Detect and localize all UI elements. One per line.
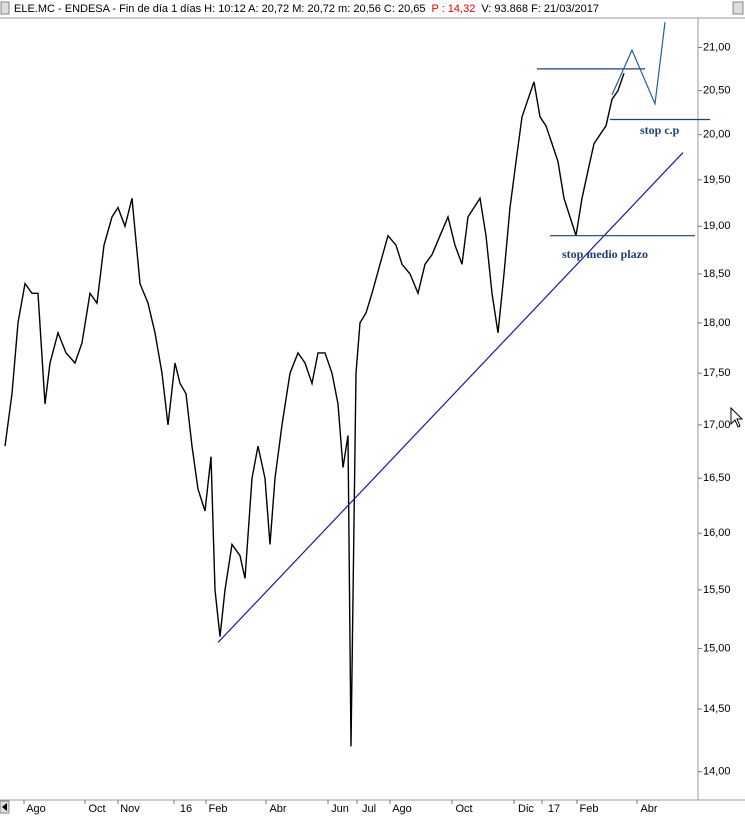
trend-line bbox=[611, 22, 666, 106]
trend-line bbox=[217, 152, 684, 643]
y-tick-label: 14,00 bbox=[703, 766, 731, 778]
annotation: stop medio plazo bbox=[562, 247, 648, 261]
y-tick-label: 18,50 bbox=[703, 268, 731, 280]
annotation: stop c.p bbox=[640, 123, 680, 137]
header: ELE.MC - ENDESA - Fin de día 1 días H: 1… bbox=[14, 3, 599, 15]
y-tick-label: 14,50 bbox=[703, 703, 731, 715]
y-tick-label: 21,00 bbox=[703, 41, 731, 53]
x-tick-label: Abr bbox=[269, 803, 286, 815]
y-tick-label: 19,50 bbox=[703, 174, 731, 186]
y-tick-label: 17,00 bbox=[703, 419, 731, 431]
x-tick-label: Oct bbox=[88, 803, 105, 815]
x-tick-label: 16 bbox=[180, 803, 192, 815]
close-button[interactable] bbox=[732, 1, 744, 15]
header-part: V: 93.868 F: 21/03/2017 bbox=[481, 3, 599, 15]
x-tick-label: Jun bbox=[331, 803, 349, 815]
y-tick-label: 19,00 bbox=[703, 220, 731, 232]
x-tick-label: Abr bbox=[640, 803, 657, 815]
x-tick-label: Oct bbox=[455, 803, 472, 815]
x-tick-label: Feb bbox=[209, 803, 228, 815]
y-tick-label: 18,00 bbox=[703, 317, 731, 329]
y-tick-label: 15,00 bbox=[703, 642, 731, 654]
x-tick-label: Ago bbox=[392, 803, 412, 815]
y-tick-label: 16,00 bbox=[703, 527, 731, 539]
y-tick-label: 15,50 bbox=[703, 584, 731, 596]
x-tick-label: Dic bbox=[518, 803, 534, 815]
x-tick-label: Jul bbox=[362, 803, 376, 815]
y-tick-label: 16,50 bbox=[703, 472, 731, 484]
scroll-arrow bbox=[2, 803, 7, 811]
scroll-button[interactable] bbox=[0, 1, 10, 15]
y-tick-label: 20,00 bbox=[703, 129, 731, 141]
header-part: P : 14,32 bbox=[432, 3, 476, 15]
x-tick-label: Ago bbox=[26, 803, 46, 815]
y-tick-label: 20,50 bbox=[703, 84, 731, 96]
x-tick-label: Feb bbox=[580, 803, 599, 815]
cursor bbox=[730, 406, 744, 428]
y-tick-label: 17,50 bbox=[703, 367, 731, 379]
x-tick-label: 17 bbox=[548, 803, 560, 815]
header-part: ELE.MC - ENDESA - Fin de día 1 días H: 1… bbox=[14, 3, 426, 15]
x-tick-label: Nov bbox=[120, 803, 140, 815]
price-line bbox=[4, 72, 625, 747]
